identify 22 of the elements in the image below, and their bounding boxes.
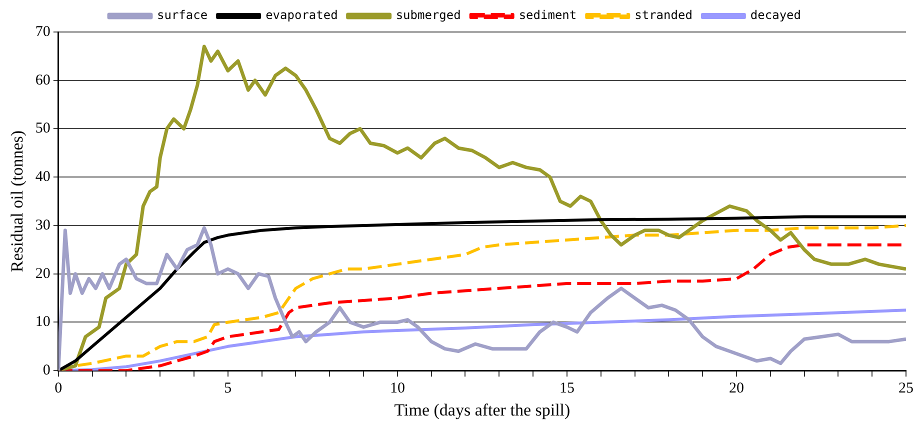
x-tick-label: 15: [559, 380, 574, 397]
legend-label: sediment: [518, 8, 577, 22]
legend-label: decayed: [750, 8, 802, 22]
x-tick-label: 10: [390, 380, 405, 397]
y-axis-title: Residual oil (tonnes): [8, 130, 27, 272]
y-tick-label: 50: [35, 120, 50, 137]
y-tick-label: 0: [42, 362, 50, 379]
legend-label: surface: [156, 8, 208, 22]
x-tick-label: 25: [898, 380, 914, 397]
x-axis-title: Time (days after the spill): [394, 400, 570, 420]
x-tick-label: 5: [224, 380, 232, 397]
x-tick-label: 20: [728, 380, 744, 397]
y-tick-label: 10: [35, 314, 50, 330]
y-tick-label: 60: [35, 72, 50, 88]
legend-label: evaporated: [266, 8, 338, 22]
x-tick-label: 0: [54, 380, 62, 397]
legend-label: stranded: [634, 8, 692, 22]
y-tick-label: 20: [35, 266, 50, 282]
y-tick-label: 30: [35, 217, 50, 234]
legend-label: submerged: [396, 8, 461, 22]
y-tick-label: 40: [35, 169, 50, 186]
y-tick-label: 70: [35, 24, 50, 40]
